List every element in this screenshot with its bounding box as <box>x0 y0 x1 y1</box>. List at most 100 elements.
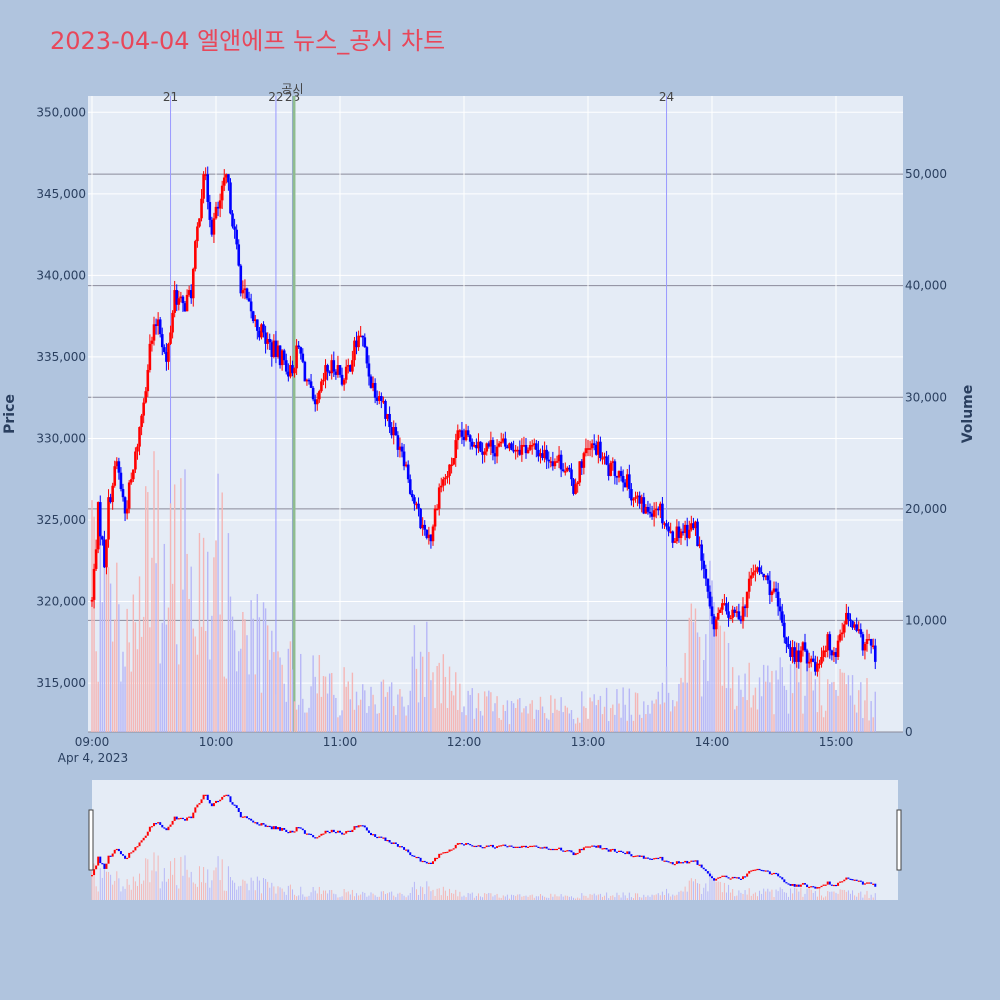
slider-candle <box>857 880 860 882</box>
candle-body <box>648 511 652 514</box>
volume-bar <box>808 661 810 732</box>
slider-candle <box>483 847 486 849</box>
candle-body <box>675 526 679 542</box>
slider-candle <box>551 848 554 851</box>
candle-body <box>194 241 197 269</box>
slider-candle <box>597 845 600 848</box>
candle-body <box>404 464 408 467</box>
candle-body <box>524 444 528 454</box>
candle-body <box>408 479 412 494</box>
candle-body <box>361 335 365 338</box>
volume-bar <box>645 714 647 732</box>
volume-bar <box>159 663 161 732</box>
volume-bar <box>430 680 432 732</box>
volume-bar <box>242 611 244 732</box>
candle-body <box>107 497 110 540</box>
volume-bar <box>638 714 641 732</box>
volume-bar <box>855 712 858 732</box>
volume-bar <box>157 470 159 732</box>
candle-body <box>303 361 307 382</box>
candle-body <box>516 449 520 452</box>
slider-candle <box>545 846 548 849</box>
plot-area[interactable] <box>88 96 903 732</box>
slider-candle <box>694 860 697 862</box>
candle-body <box>586 448 590 450</box>
candle-body <box>245 288 249 299</box>
slider-candle <box>638 855 641 857</box>
slider-candle <box>630 854 633 857</box>
slider-candle <box>828 881 831 885</box>
volume-bar <box>308 707 310 732</box>
volume-bar <box>659 704 662 732</box>
candle-body <box>291 365 294 374</box>
slider-candle <box>134 847 137 851</box>
slider-candle <box>615 851 618 853</box>
range-slider[interactable] <box>92 780 898 900</box>
candle-body <box>326 365 329 372</box>
candle-body <box>148 343 152 370</box>
slider-candle <box>653 858 656 860</box>
candle-body <box>543 449 546 459</box>
volume-bar <box>574 723 577 732</box>
volume-bar <box>471 688 473 732</box>
volume-bar <box>533 718 535 732</box>
slider-candle <box>578 848 581 853</box>
candle-body <box>121 489 125 498</box>
slider-candle <box>727 877 730 879</box>
volume-bar <box>682 682 684 732</box>
candle-body <box>258 330 261 338</box>
candle-body <box>849 619 852 622</box>
volume-bar <box>266 625 269 732</box>
candle-body <box>847 612 850 620</box>
candle-body <box>398 446 402 450</box>
volume-bar <box>529 703 531 732</box>
volume-bar <box>500 719 502 732</box>
candle-body <box>716 612 720 620</box>
axes: 315,000 320,000 325,000 330,000 335,000 340,0… <box>36 105 947 765</box>
range-slider-left-handle[interactable] <box>88 809 94 871</box>
candle-body <box>857 629 861 631</box>
volume-bar <box>568 713 571 732</box>
candle-body <box>532 443 536 445</box>
slider-candle <box>618 850 620 852</box>
volume-bar <box>318 655 321 732</box>
slider-candle <box>467 843 470 845</box>
candle-body <box>338 365 342 375</box>
slider-candle <box>768 871 771 875</box>
slider-candle <box>262 823 265 825</box>
slider-candle <box>157 822 160 824</box>
slider-candle <box>692 860 695 862</box>
volume-bar <box>688 617 690 732</box>
volume-bar <box>717 622 719 732</box>
y2-tick-label: 50,000 <box>905 167 947 181</box>
candle-body <box>780 611 784 623</box>
candle-body <box>437 487 441 509</box>
volume-bar <box>841 672 843 732</box>
candle-body <box>590 443 594 449</box>
candle-body <box>584 448 588 454</box>
candle-body <box>778 606 782 612</box>
candle-body <box>809 658 813 662</box>
slider-candle <box>293 831 296 833</box>
x-date-label: Apr 4, 2023 <box>58 751 128 765</box>
candle-body <box>177 298 181 305</box>
slider-candle <box>847 877 850 879</box>
slider-candle <box>252 820 255 823</box>
volume-bar <box>461 712 463 732</box>
slider-candle <box>363 825 366 828</box>
candle-body <box>621 475 625 483</box>
volume-bar <box>248 674 250 732</box>
candle-body <box>439 485 443 488</box>
volume-bar <box>523 708 525 732</box>
volume-bar <box>756 709 759 732</box>
slider-candle <box>502 844 505 846</box>
range-slider-right-handle[interactable] <box>896 809 902 871</box>
slider-candle <box>711 876 713 879</box>
slider-candle <box>684 860 687 863</box>
slider-candle <box>345 831 348 834</box>
volume-bar <box>767 665 769 732</box>
volume-bar <box>103 551 106 732</box>
slider-candle <box>754 869 757 871</box>
volume-bar <box>351 672 354 732</box>
